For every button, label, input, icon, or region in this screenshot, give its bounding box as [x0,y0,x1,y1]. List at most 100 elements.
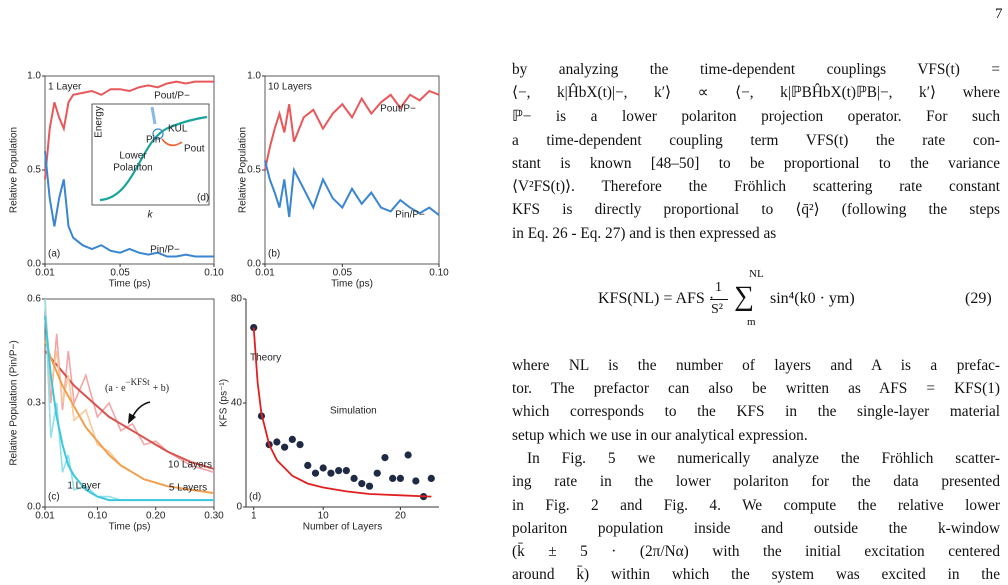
panel-title: 1 Layer [48,82,82,93]
series-label: Pout/P− [380,104,416,115]
panel-label: (a) [48,249,60,260]
panel-title: 10 Layers [268,82,312,93]
inset-label: (d) [197,193,209,204]
page-number: 7 [995,6,1003,22]
y-axis-label: Relative Population (Pin/P−) [9,340,20,465]
y-tick-label: 0.6 [27,294,41,305]
annotation-part: (a · e [105,383,126,394]
scatter-point [311,469,320,477]
eq-rhs: sin⁴(k0 · ym) [770,290,855,307]
text-line: a time-dependent coupling term VFS(t) th… [512,132,1000,149]
text-line: ⟨−, k|ĤbX(t)|−, k′⟩ ∝ ⟨−, k|ℙBĤbX(t)ℙB|−… [512,84,1000,101]
x-tick-label: 0.05 [333,268,353,279]
eq-fraction-bar [710,299,728,300]
scatter-point [389,474,397,482]
scatter-point [327,469,335,477]
scatter-point [281,443,289,451]
annotation-part: −KFSt [126,377,151,387]
inset-label: Energy [94,106,105,138]
scatter-point [319,464,327,472]
x-tick-label: 0.20 [146,511,166,522]
y-axis-label: Relative Population [9,127,20,213]
scatter-point [358,480,366,488]
scatter-point [296,441,304,449]
inset-label: Pout [184,144,205,155]
scatter-point [365,482,374,490]
y-tick-label: 0 [236,502,242,513]
text-line: around k̄) within which the system was e… [512,566,1000,583]
y-tick-label: 1.0 [247,71,261,82]
scatter-point [273,438,281,446]
text-line: setup which we use in our analytical exp… [512,427,808,444]
y-tick-label: 0.5 [27,165,41,176]
inset-window [152,128,164,140]
text-line: by analyzing the time-dependent coupling… [512,61,1000,78]
series-line [264,160,440,218]
eq-number: (29) [965,290,992,307]
inset-label: Pin [146,135,160,146]
x-tick-label: 0.01 [35,268,55,279]
eq-sum-lower: m [747,316,756,328]
inset-arrow-k [150,106,157,125]
y-axis-label: KFS (ps⁻¹) [219,379,230,427]
text-line: In Fig. 5 we numerically analyze the Frö… [527,450,1000,467]
eq-lhs: KFS(NL) = AFS · [598,290,715,307]
scatter-point [404,451,412,459]
series-line [44,151,214,258]
series-label: 5 Layers [169,483,207,494]
scatter-point [288,435,296,443]
series-label: Pin/P− [395,210,425,221]
text-line: (k̄ ± 5 · (2π/Nα) with the initial excit… [512,543,1000,560]
eq-denominator: S² [711,302,723,317]
inset-label: k [148,210,154,221]
series-label: Pin/P− [150,245,180,256]
scatter-point [381,454,389,462]
x-tick-label: 0.10 [429,268,449,279]
scatter-point [427,474,435,482]
inset-label: KUL [168,124,188,135]
plot-frame [44,298,215,508]
text-line: KFS is directly proportional to ⟨q̄²⟩ (f… [512,201,1000,218]
series-label: Theory [250,353,281,364]
x-axis-label: Time (ps) [331,279,373,290]
panel-label: (c) [48,492,60,503]
text-line: ing rate in the lower polariton for the … [512,473,1000,490]
annotation: (a · e−KFSt+ b) [105,377,169,394]
y-tick-label: 80 [231,294,243,305]
text-line: polariton population inside and outside … [512,520,1000,537]
scatter-point [335,467,343,475]
x-tick-label: 10 [318,511,330,522]
x-tick-label: 0.01 [35,511,55,522]
x-tick-label: 1 [251,511,257,522]
y-tick-label: 1.0 [27,71,41,82]
annotation-part: + b) [153,383,169,394]
y-tick-label: 0.0 [27,502,41,513]
y-tick-label: 40 [231,398,243,409]
inset-arrow-out [161,138,183,147]
x-tick-label: 0.10 [88,511,108,522]
eq-sum: ∑ [734,281,754,312]
y-tick-label: 0.0 [27,259,41,270]
inset-label: Lower [119,151,147,162]
text-line: ℙ− is a lower polariton projection opera… [512,108,1000,125]
fit-line [44,350,215,470]
annotation-arrow [131,401,151,419]
panel-label: (b) [268,249,280,260]
page: 7 by analyzing the time-dependent coupli… [8,6,1003,583]
scatter-point [373,469,381,477]
panel-label: (d) [249,492,261,503]
text-line: in Eq. 26 - Eq. 27) and is then expresse… [512,225,777,242]
fit-line [44,316,214,502]
x-tick-label: 0.30 [204,511,224,522]
x-tick-label: 0.10 [204,268,224,279]
scatter-point [350,474,358,482]
x-tick-label: 0.05 [110,268,130,279]
x-tick-label: 20 [395,511,407,522]
series-label: 10 Layers [168,460,212,471]
annotation-arrowhead [128,413,136,424]
series-line [44,80,214,180]
x-axis-label: Time (ps) [109,279,151,290]
scatter-point [304,461,312,469]
inset-curve [99,115,208,202]
